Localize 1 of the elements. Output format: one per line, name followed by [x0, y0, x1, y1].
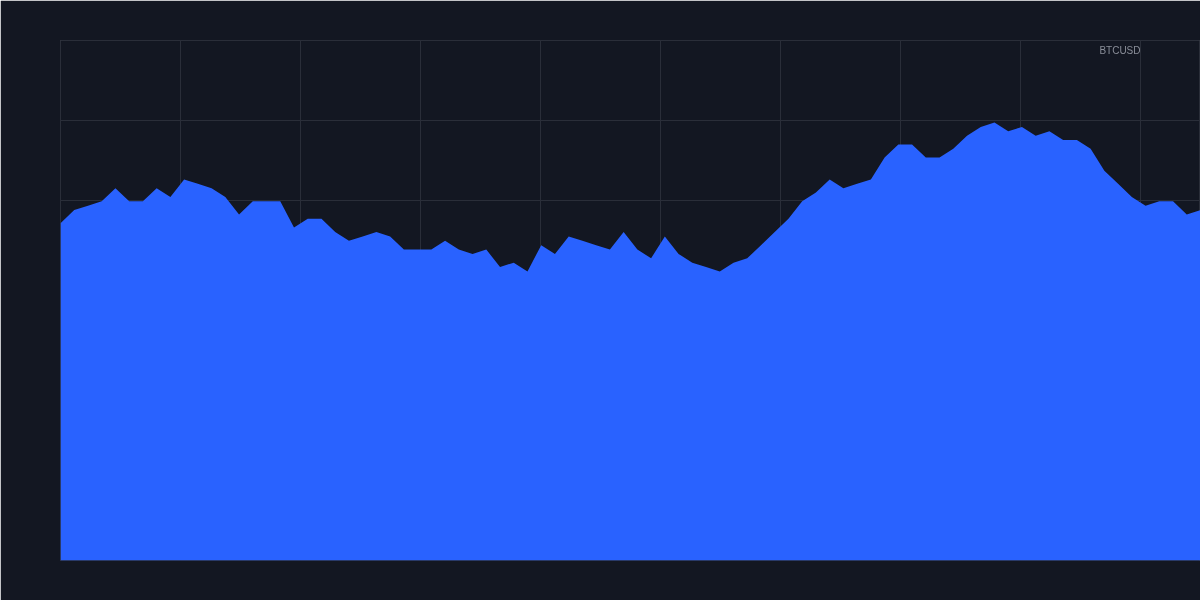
text: BTCUSD	[1099, 44, 1141, 56]
